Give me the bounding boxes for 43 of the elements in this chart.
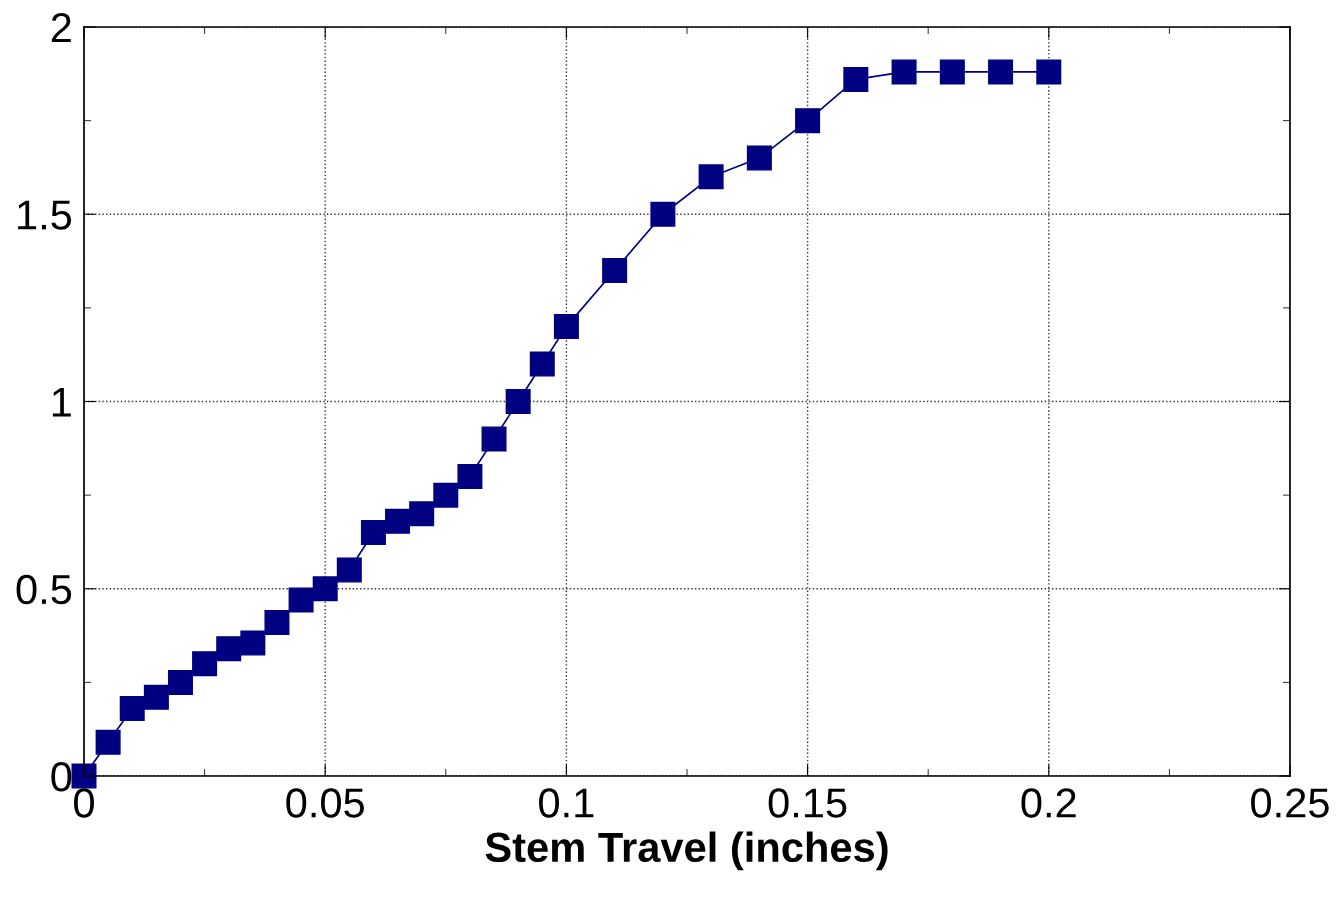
point bbox=[529, 351, 555, 377]
point bbox=[360, 520, 386, 546]
point bbox=[698, 164, 724, 190]
point bbox=[143, 684, 169, 710]
point bbox=[216, 636, 242, 662]
x-tick-label: 0 bbox=[74, 788, 94, 818]
y-tick-label: 2 bbox=[51, 13, 71, 43]
point bbox=[264, 609, 290, 635]
point bbox=[1036, 59, 1062, 85]
point bbox=[95, 729, 121, 755]
point bbox=[167, 669, 193, 695]
point bbox=[505, 388, 531, 415]
point bbox=[553, 314, 579, 340]
point bbox=[312, 576, 338, 602]
point bbox=[409, 501, 435, 527]
point bbox=[240, 630, 266, 656]
point bbox=[119, 696, 145, 722]
point bbox=[481, 426, 507, 452]
point bbox=[988, 59, 1014, 85]
point bbox=[891, 59, 917, 85]
point bbox=[650, 201, 676, 227]
x-axis-title: Stem Travel (inches) bbox=[485, 831, 888, 871]
point bbox=[939, 59, 965, 85]
x-tick-label: 0.25 bbox=[1251, 788, 1329, 818]
x-tick-label: 0.05 bbox=[286, 788, 364, 818]
y-tick-label: 1 bbox=[52, 387, 71, 417]
point bbox=[602, 257, 628, 283]
y-tick-label: 1.5 bbox=[18, 200, 72, 230]
point bbox=[288, 587, 314, 613]
x-tick-label: 0.1 bbox=[539, 788, 594, 818]
point bbox=[795, 108, 821, 134]
x-tick-label: 0.15 bbox=[768, 788, 847, 818]
x-tick-label: 0.2 bbox=[1021, 788, 1076, 818]
point bbox=[433, 482, 459, 508]
point bbox=[385, 508, 411, 534]
point bbox=[71, 763, 97, 789]
point bbox=[843, 66, 869, 92]
point bbox=[746, 145, 772, 171]
point bbox=[336, 557, 362, 583]
point bbox=[192, 651, 218, 677]
y-tick-label: 0 bbox=[51, 762, 72, 792]
y-tick-label: 0.5 bbox=[16, 574, 72, 605]
point bbox=[457, 463, 483, 489]
